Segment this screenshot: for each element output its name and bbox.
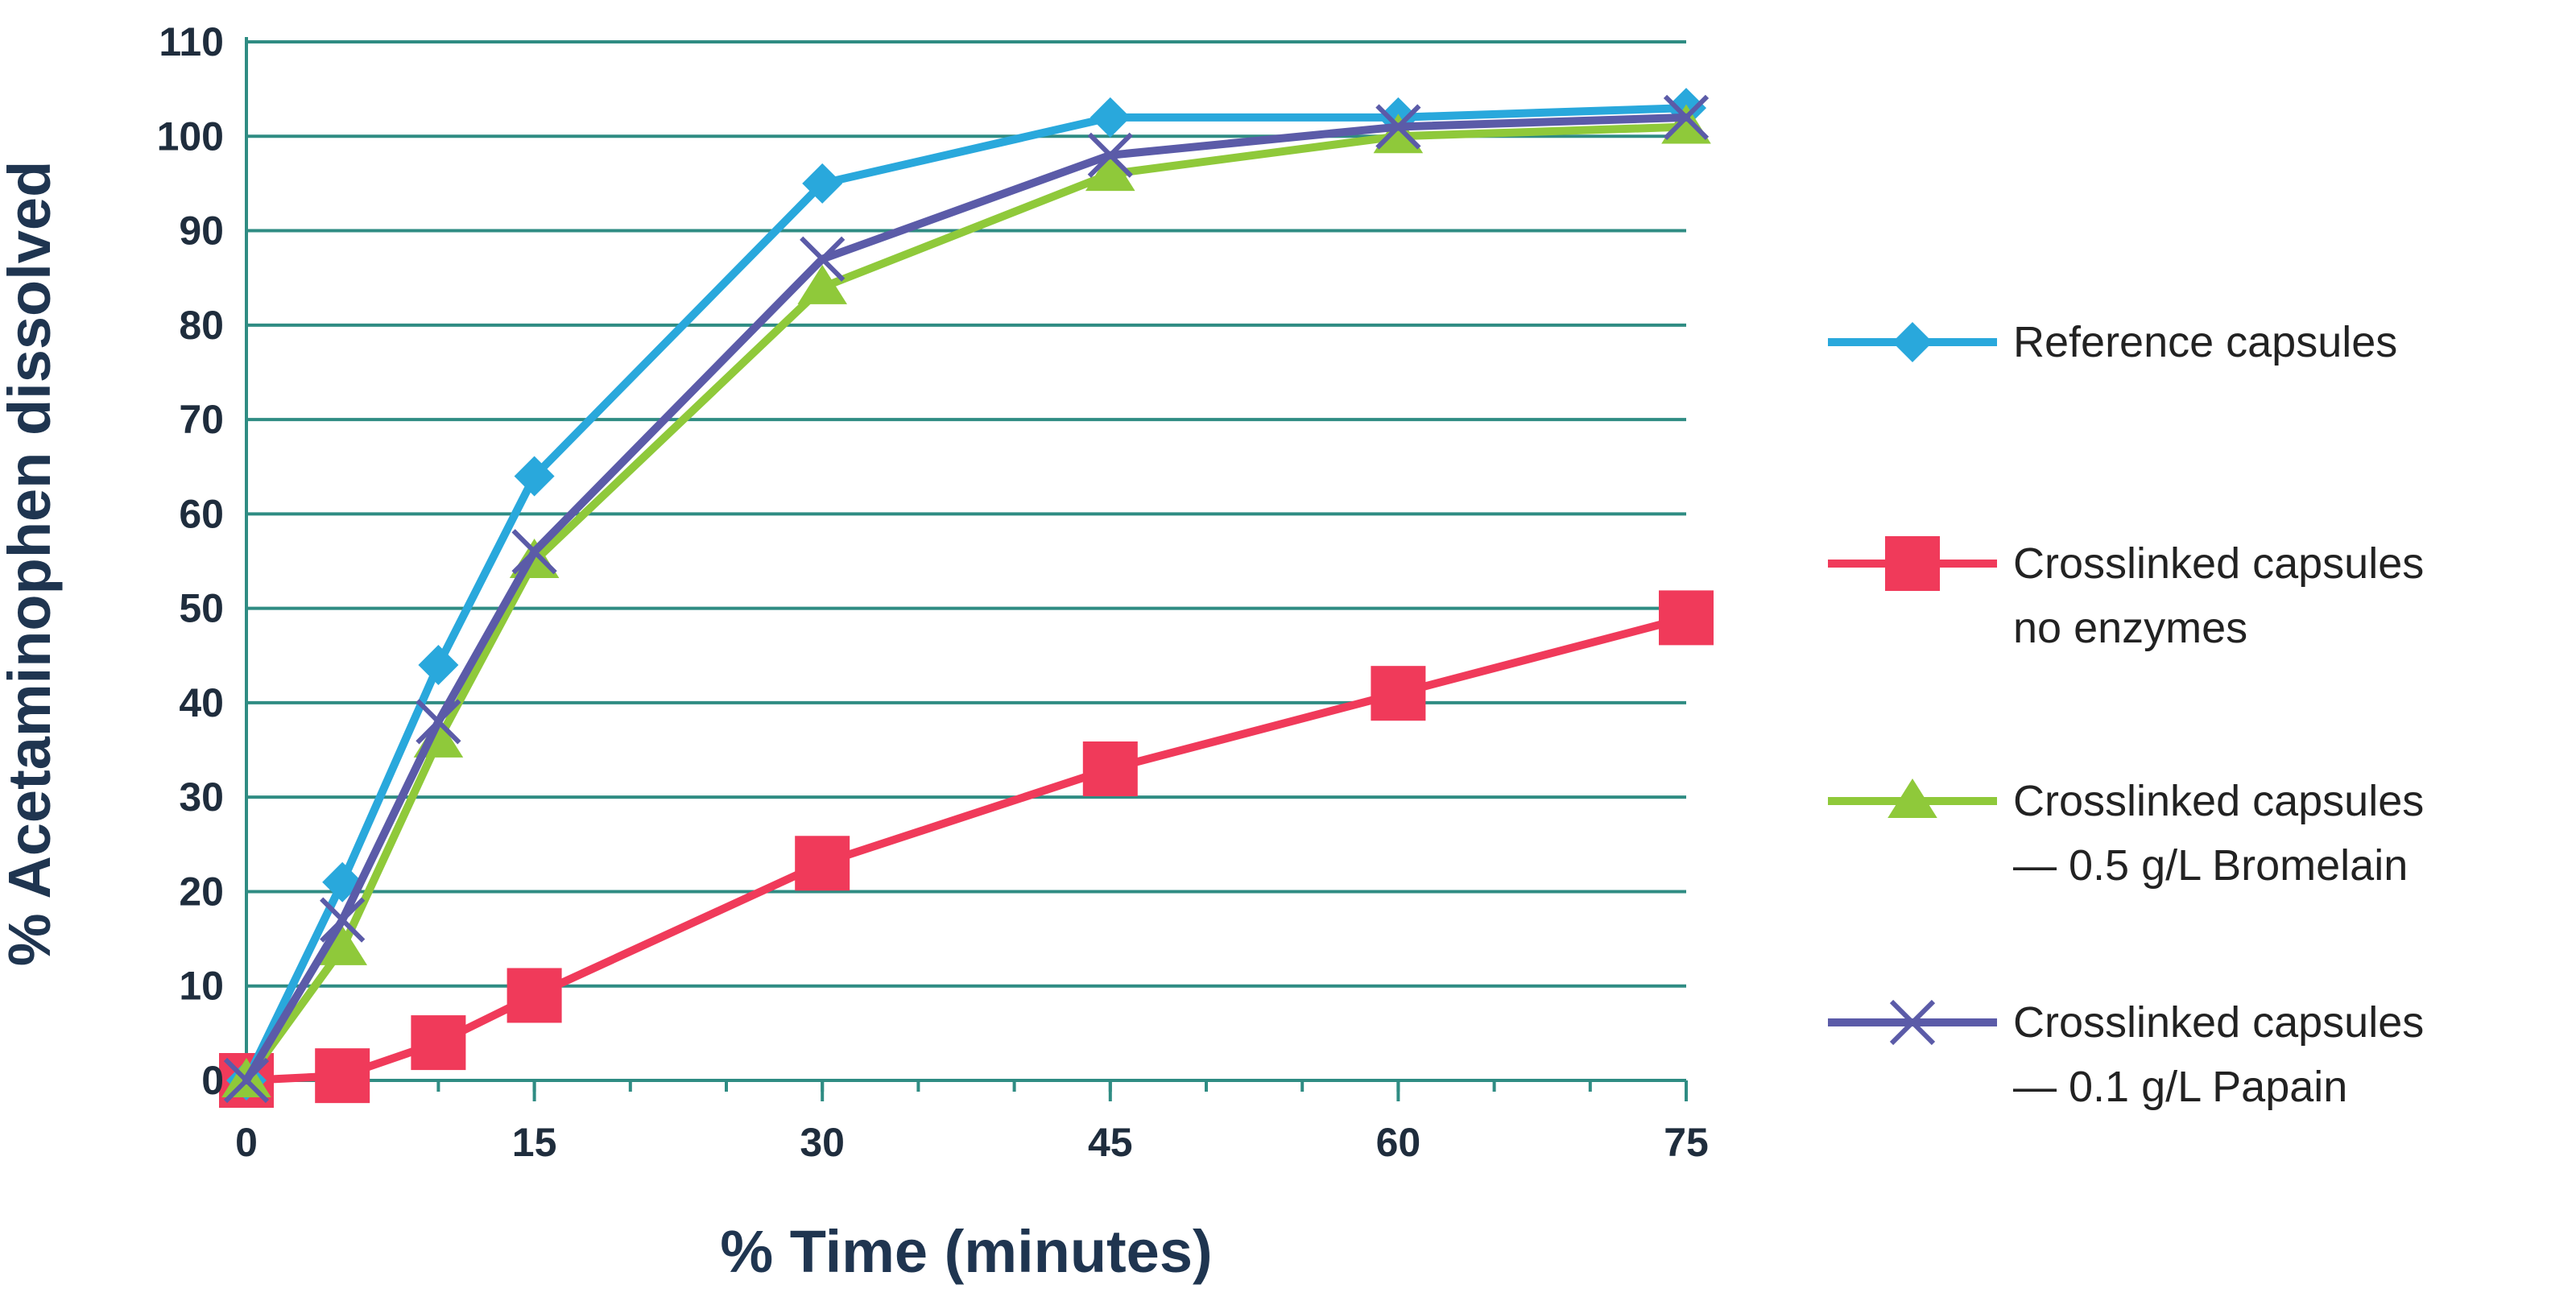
legend-item-4: Crosslinked capsules — 0.1 g/L Papain — [1828, 998, 2424, 1111]
data-point — [1661, 104, 1711, 144]
plot-area — [219, 88, 1714, 1108]
y-tick-label: 20 — [179, 869, 224, 914]
data-point — [514, 456, 555, 497]
y-tick-label: 90 — [179, 209, 224, 254]
data-point — [320, 897, 366, 943]
data-point — [1663, 94, 1710, 140]
data-point — [800, 236, 846, 282]
y-axis-title: % Acetaminophen dissolved — [0, 161, 63, 967]
series-line — [242, 113, 1690, 1084]
legend-label: Crosslinked capsules — [2013, 539, 2424, 588]
data-point — [802, 163, 843, 204]
legend-item-3: Crosslinked capsules — 0.5 g/L Bromelain — [1828, 777, 2424, 890]
y-tick-label: 10 — [179, 964, 224, 1009]
data-point — [795, 836, 850, 891]
data-point — [1087, 132, 1133, 178]
data-point — [507, 968, 562, 1023]
data-point — [1082, 741, 1138, 796]
data-point — [1659, 590, 1714, 646]
data-point — [223, 1057, 270, 1104]
data-point — [511, 529, 557, 575]
y-tick-label: 50 — [179, 586, 224, 631]
legend-label: Reference capsules — [2013, 318, 2397, 366]
legend-item-2: Crosslinked capsules no enzymes — [1828, 536, 2424, 652]
legend-swatch-marker — [1892, 322, 1933, 362]
legend-label: Crosslinked capsules — [2013, 777, 2424, 825]
x-tick-label: 60 — [1376, 1120, 1421, 1165]
data-point — [1375, 104, 1421, 150]
y-tick-label: 70 — [179, 397, 224, 442]
x-axis-title: % Time (minutes) — [720, 1218, 1212, 1285]
x-tick-label: 15 — [512, 1120, 557, 1165]
legend-label: — 0.1 g/L Papain — [2013, 1063, 2347, 1111]
y-tick-label: 0 — [201, 1058, 224, 1103]
data-point — [315, 1048, 370, 1104]
data-point — [1373, 114, 1424, 154]
x-tick-label: 0 — [235, 1120, 258, 1165]
legend-label: no enzymes — [2013, 604, 2247, 652]
series-4 — [223, 94, 1710, 1104]
data-point — [411, 1015, 466, 1071]
legend-item-1: Reference capsules — [1828, 318, 2397, 366]
legend-swatch-marker — [1888, 779, 1937, 818]
x-tick-label: 45 — [1088, 1120, 1133, 1165]
data-point — [797, 264, 847, 304]
axes — [245, 37, 1688, 1101]
y-tick-label: 60 — [179, 491, 224, 536]
x-tick-label: 75 — [1664, 1120, 1709, 1165]
series-line — [242, 122, 1690, 1084]
legend-label: — 0.5 g/L Bromelain — [2013, 841, 2408, 890]
data-point — [317, 925, 367, 965]
tick-labels: 0 10 20 30 40 50 60 70 80 90 100 110 0 15 30 45 60 75 — [157, 19, 1709, 1165]
legend: Reference capsules Crosslinked capsules no… — [1828, 318, 2424, 1111]
x-tick-label: 30 — [800, 1120, 845, 1165]
data-point — [416, 699, 461, 745]
data-point — [1090, 97, 1131, 138]
legend-swatch-marker — [1885, 536, 1940, 591]
y-tick-label: 30 — [179, 774, 224, 820]
y-tick-label: 100 — [157, 114, 224, 159]
data-point — [1371, 666, 1426, 721]
y-tick-label: 110 — [159, 19, 224, 64]
y-tick-label: 80 — [179, 303, 224, 348]
data-point — [1085, 151, 1135, 192]
y-tick-label: 40 — [179, 680, 224, 725]
series-line — [242, 104, 1690, 1084]
series-3 — [221, 104, 1711, 1097]
legend-swatch-marker — [1889, 999, 1936, 1046]
legend-label: Crosslinked capsules — [2013, 998, 2424, 1047]
data-point — [418, 645, 459, 685]
